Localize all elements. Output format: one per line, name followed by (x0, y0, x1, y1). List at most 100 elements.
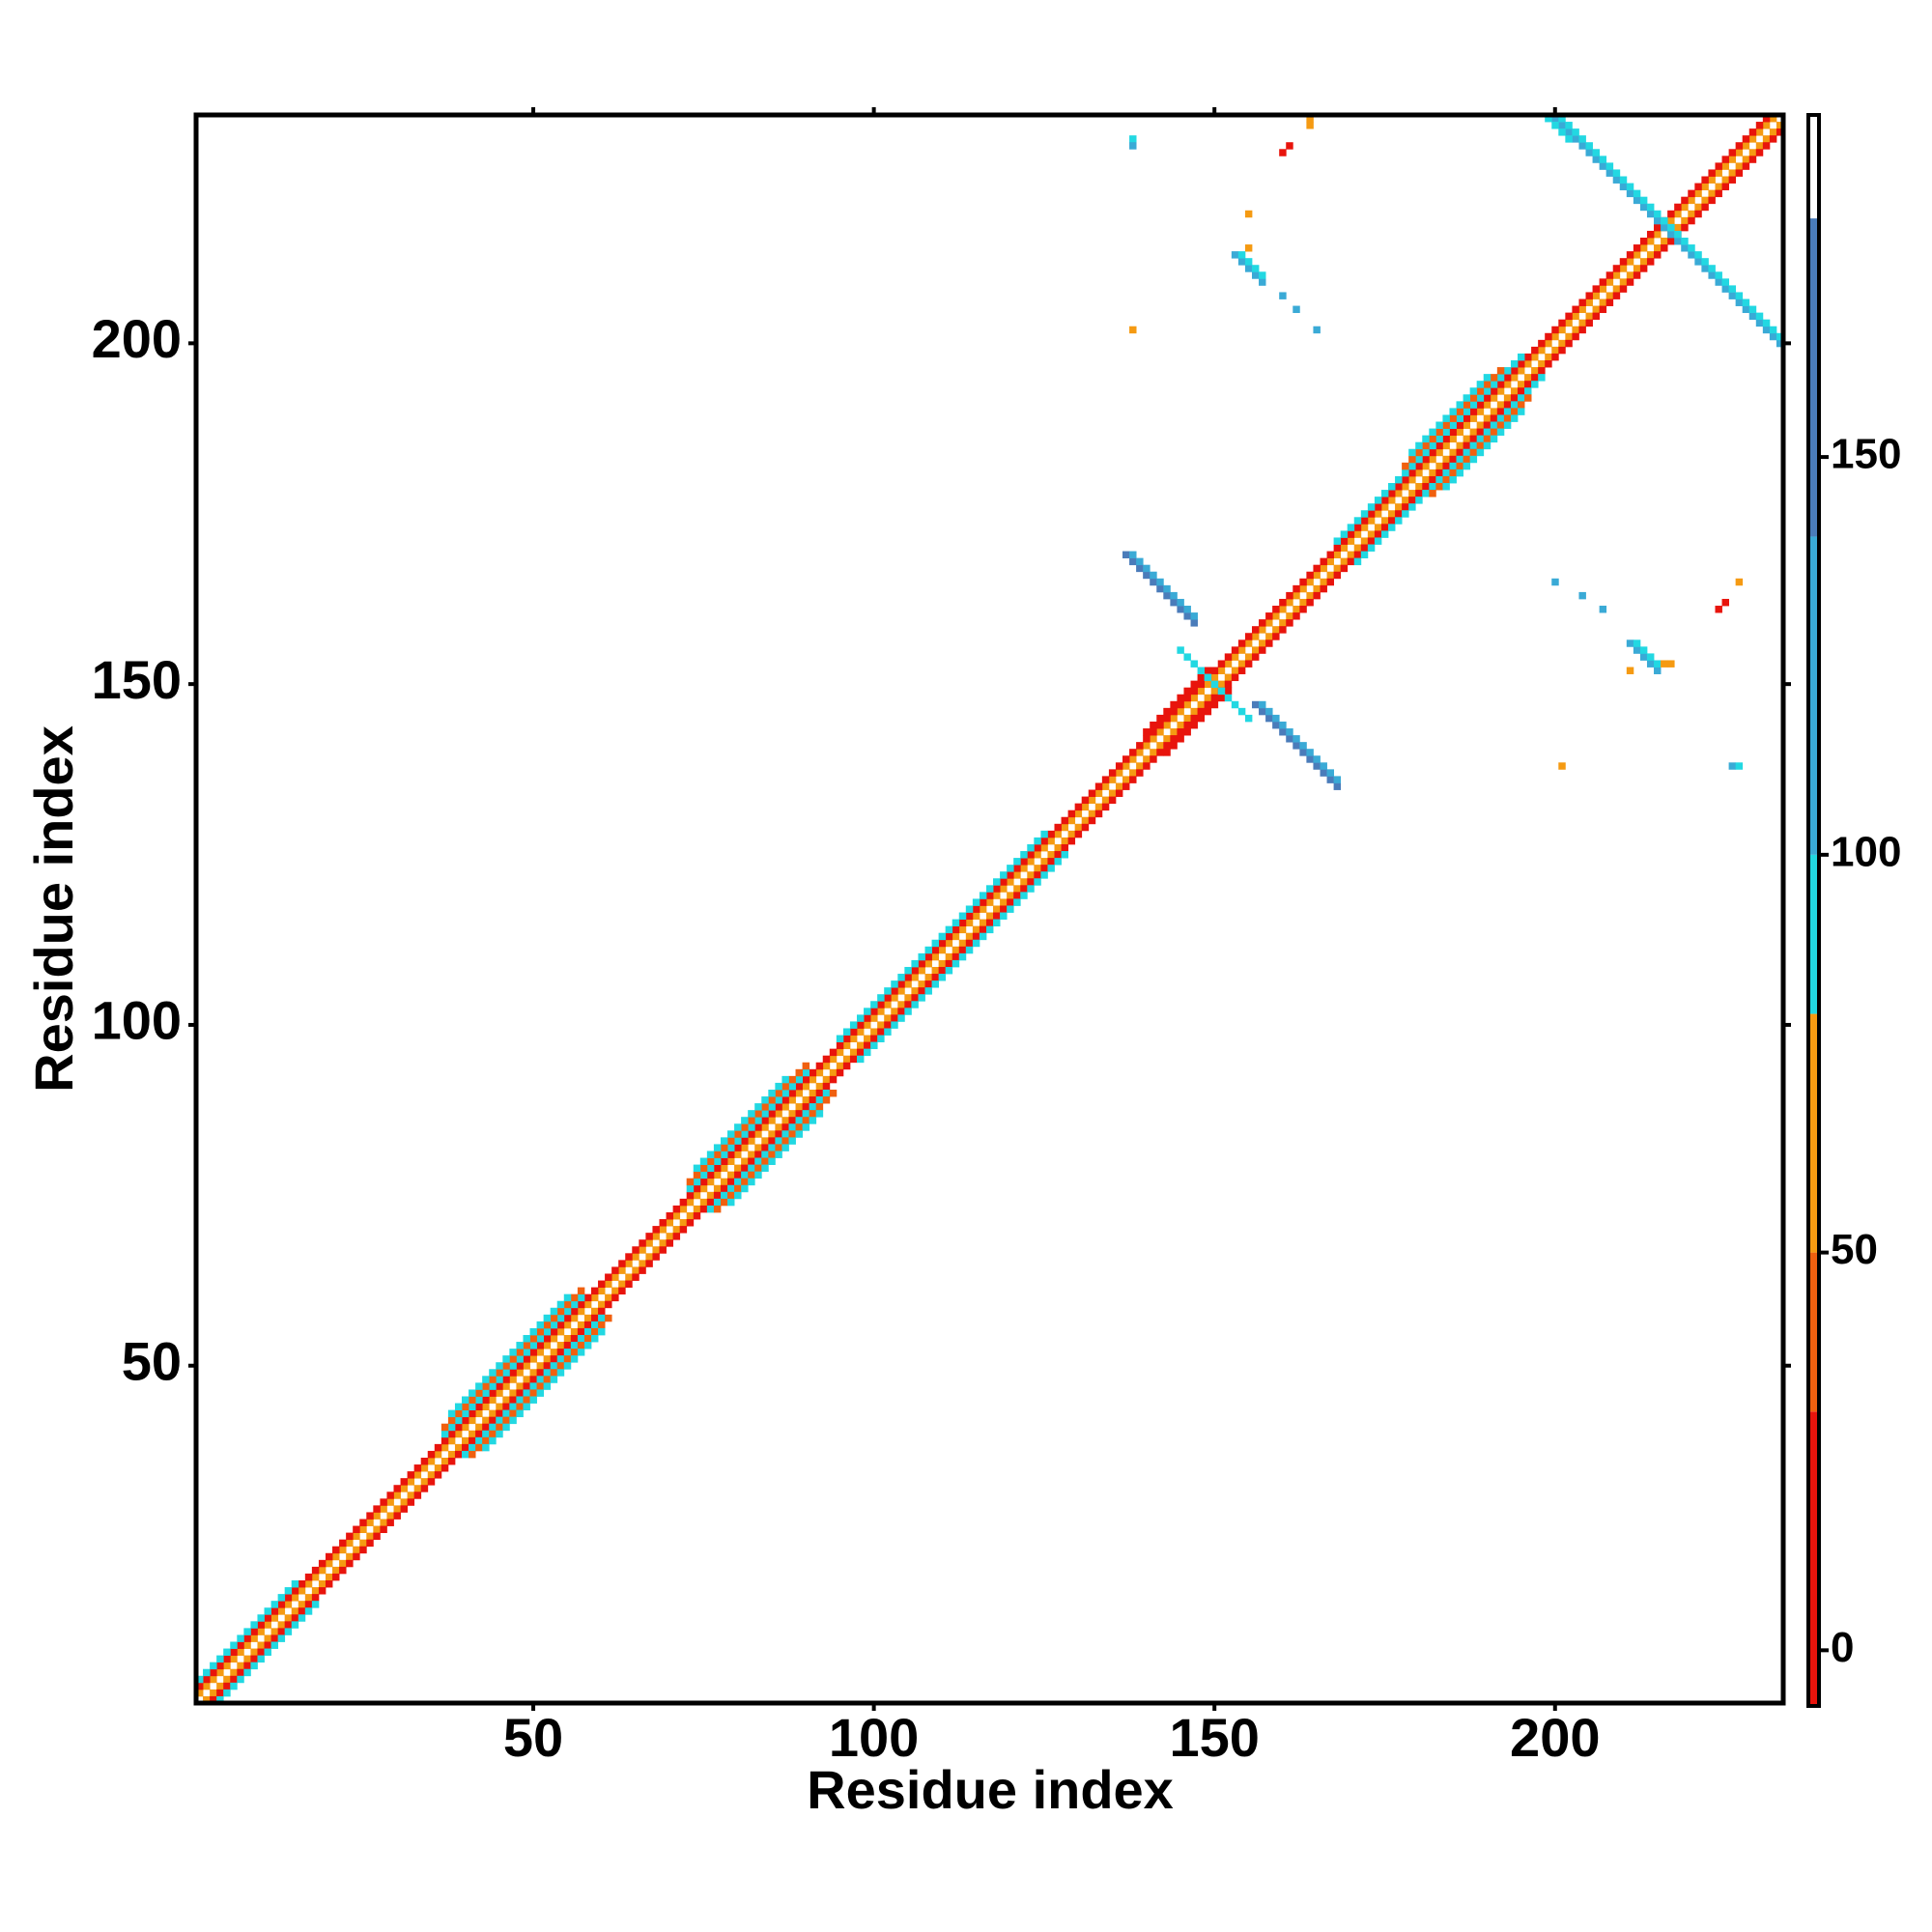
cell (1402, 510, 1409, 518)
cell (1210, 687, 1219, 696)
cell (346, 1552, 354, 1561)
cell (768, 1151, 776, 1158)
cell (713, 1178, 722, 1186)
cell (849, 1048, 858, 1057)
cell (1776, 115, 1784, 123)
cell (496, 1369, 503, 1377)
cell (1496, 387, 1505, 395)
cell (462, 1436, 469, 1445)
cell (1490, 435, 1498, 443)
cell (849, 1041, 858, 1050)
cell (1320, 571, 1327, 580)
cell (1735, 762, 1744, 770)
cell (346, 1532, 354, 1541)
cell (958, 939, 967, 948)
cell (1299, 584, 1307, 593)
cell (1558, 319, 1566, 327)
cell (754, 1144, 762, 1151)
cell (1136, 749, 1144, 756)
colorbar-frame (1806, 113, 1821, 1708)
cell (1435, 475, 1443, 484)
cell (1483, 435, 1492, 443)
cell (815, 1068, 824, 1077)
cell (795, 1096, 803, 1104)
cell (734, 1191, 742, 1200)
cell (250, 1648, 258, 1657)
cell (1034, 871, 1041, 879)
cell (1143, 755, 1151, 763)
cell (250, 1621, 258, 1629)
cell (210, 1662, 217, 1670)
cell (1143, 742, 1151, 750)
cell (454, 1436, 463, 1445)
cell (965, 905, 974, 913)
cell (1034, 858, 1041, 866)
colorbar-segment (1808, 536, 1819, 855)
cell (536, 1389, 545, 1397)
cell (659, 1233, 667, 1240)
cell (1681, 216, 1689, 225)
cell (543, 1349, 552, 1356)
cell (870, 1041, 878, 1050)
cell (1115, 789, 1123, 797)
cell (1013, 885, 1021, 893)
cell (1259, 619, 1266, 627)
cell (400, 1498, 408, 1506)
cell (509, 1409, 517, 1418)
cell (1545, 346, 1552, 355)
cell (1007, 898, 1014, 906)
cell (237, 1675, 244, 1684)
cell (230, 1648, 238, 1657)
cell (985, 925, 994, 934)
cell (741, 1164, 749, 1173)
cell (1251, 265, 1260, 272)
cell (1538, 339, 1546, 348)
cell (836, 1062, 844, 1070)
cell (768, 1089, 776, 1097)
cell (496, 1423, 503, 1432)
cell (1163, 714, 1171, 723)
cell (748, 1123, 755, 1131)
cell (1429, 435, 1436, 443)
cell (1380, 490, 1389, 497)
cell (353, 1532, 360, 1541)
cell (1654, 216, 1662, 225)
cell (223, 1675, 231, 1684)
cell (1701, 176, 1709, 184)
cell (1463, 441, 1471, 450)
cell (1469, 428, 1478, 437)
cell (1503, 381, 1512, 388)
cell (1435, 448, 1443, 457)
cell (972, 898, 980, 906)
cell (475, 1416, 483, 1425)
cell (1626, 667, 1634, 674)
cell (216, 1675, 224, 1684)
cell (1136, 762, 1144, 770)
cell (1027, 851, 1035, 859)
cell (216, 1655, 224, 1663)
cell (693, 1198, 701, 1207)
cell (516, 1409, 524, 1418)
cell (496, 1416, 503, 1425)
cell (482, 1423, 490, 1432)
cell (447, 1450, 456, 1459)
cell (243, 1628, 251, 1635)
cell (475, 1436, 483, 1445)
cell (577, 1293, 585, 1302)
cell (210, 1695, 217, 1704)
cell (1565, 122, 1573, 129)
cell (1435, 469, 1443, 477)
cell (1688, 210, 1695, 218)
cell (1067, 810, 1076, 818)
cell (1156, 721, 1164, 729)
cell (1333, 571, 1342, 580)
cell (489, 1430, 497, 1438)
cell (1755, 142, 1764, 150)
cell (1074, 830, 1083, 838)
cell (1558, 762, 1566, 770)
cell (1408, 490, 1416, 497)
cell (1163, 584, 1171, 593)
cell (1510, 414, 1519, 422)
cell (1108, 782, 1117, 790)
cell (264, 1621, 271, 1629)
